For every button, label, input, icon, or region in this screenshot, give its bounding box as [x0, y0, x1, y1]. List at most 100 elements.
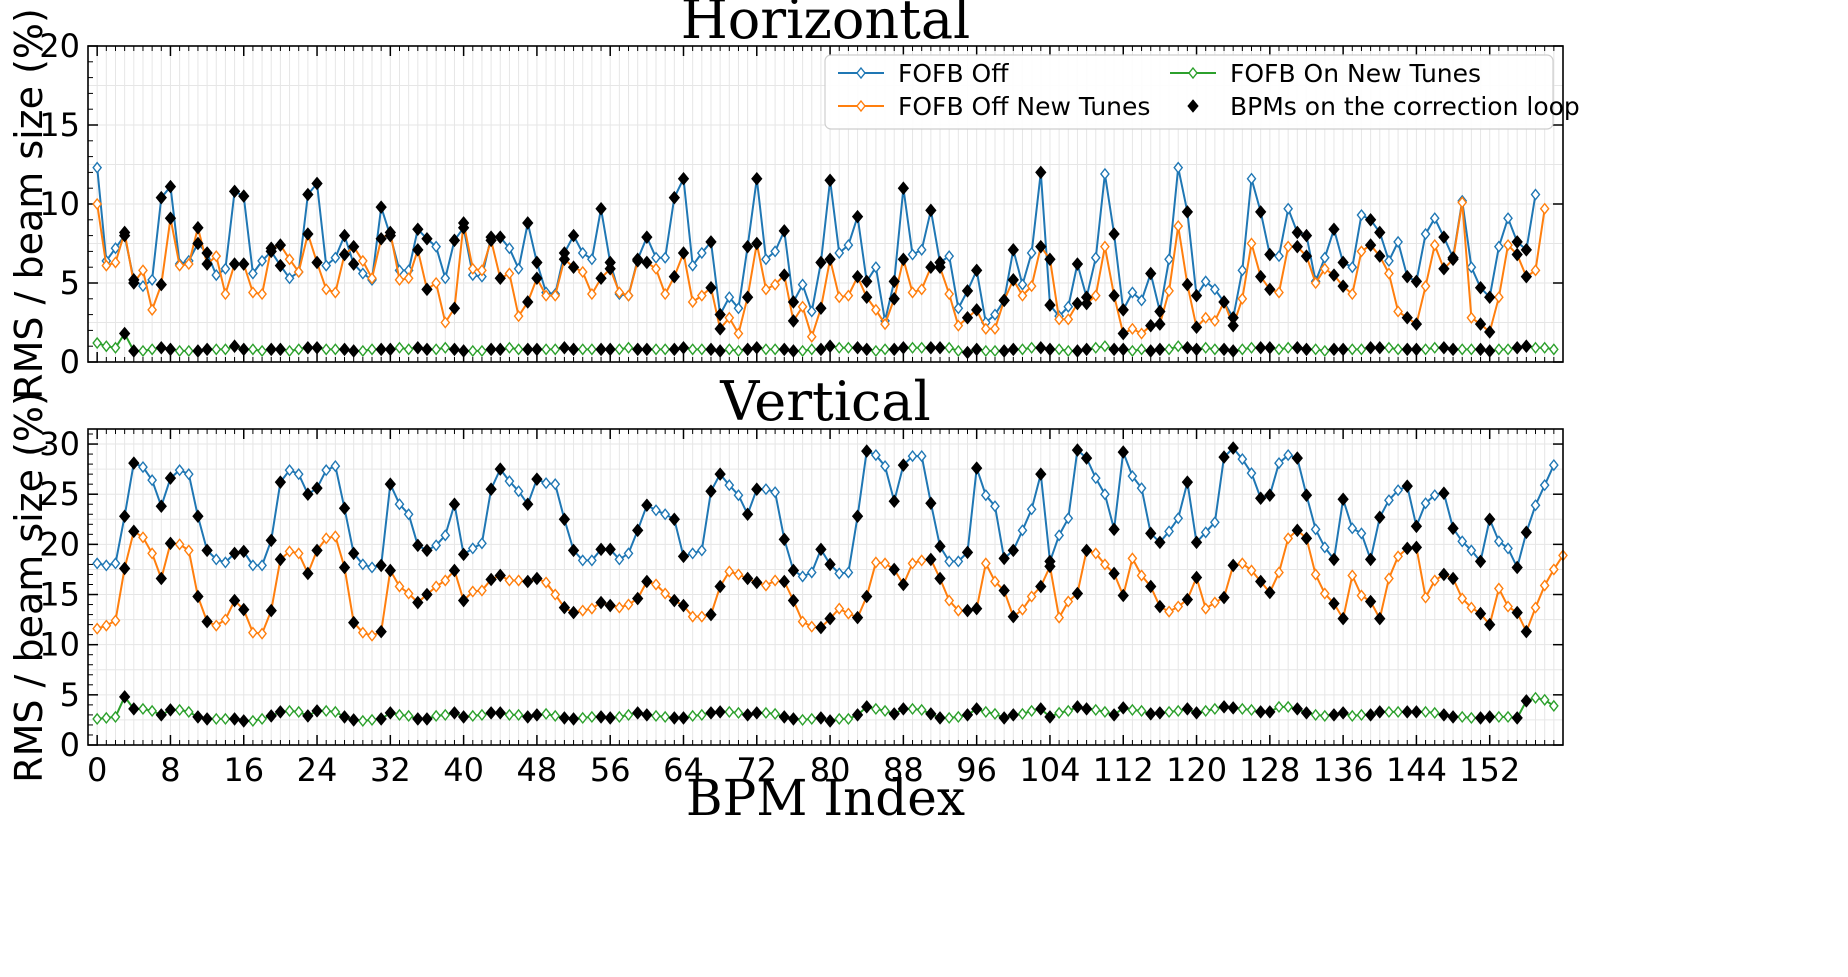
correction-loop-point	[714, 307, 726, 322]
correction-loop-point	[567, 543, 580, 558]
data-point	[834, 291, 845, 304]
correction-loop-point	[1264, 585, 1276, 600]
correction-loop-point	[778, 268, 790, 282]
data-point	[467, 709, 478, 723]
correction-loop-point	[531, 472, 543, 486]
correction-loop-point	[155, 708, 167, 722]
correction-loop-point	[375, 624, 387, 639]
correction-loop-point	[751, 340, 763, 355]
data-point	[183, 257, 194, 271]
correction-loop-point	[1007, 243, 1019, 257]
data-point	[614, 601, 625, 614]
xtick-label: 40	[443, 751, 484, 789]
data-point	[1539, 693, 1550, 706]
correction-loop-point	[751, 706, 763, 720]
correction-loop-point	[238, 544, 250, 559]
correction-loop-point	[677, 171, 690, 186]
data-point	[110, 557, 121, 570]
data-point	[1164, 284, 1174, 298]
data-point	[577, 246, 588, 260]
correction-loop-point	[1181, 340, 1194, 355]
ytick-label: 5	[60, 264, 80, 302]
correction-loop-point	[1145, 344, 1157, 358]
data-point	[733, 302, 744, 315]
data-point	[440, 272, 451, 285]
data-point	[1017, 289, 1028, 302]
data-point	[1246, 564, 1257, 577]
data-point	[101, 259, 112, 272]
data-point	[467, 344, 478, 358]
correction-loop-point	[971, 601, 983, 616]
correction-loop-point	[1154, 317, 1166, 331]
correction-loop-point	[1117, 326, 1129, 341]
correction-loop-point	[558, 512, 571, 527]
correction-loop-point	[1337, 342, 1349, 357]
xtick-label: 16	[223, 751, 264, 789]
data-point	[92, 557, 103, 570]
correction-loop-point	[1255, 205, 1267, 219]
legend-item: FOFB On New Tunes	[1170, 59, 1481, 88]
data-point	[541, 576, 551, 589]
data-point	[174, 464, 185, 477]
data-point	[1420, 591, 1431, 604]
xtick-label: 88	[883, 751, 924, 789]
data-point	[257, 254, 267, 268]
ytick-label: 15	[39, 106, 80, 144]
data-point	[513, 343, 524, 356]
data-point	[907, 702, 918, 716]
correction-loop-point	[1264, 247, 1276, 262]
correction-loop-point	[1300, 342, 1313, 357]
data-point	[953, 604, 964, 617]
data-point	[1466, 261, 1477, 274]
data-point	[513, 310, 524, 323]
correction-loop-point	[815, 711, 827, 725]
data-point	[147, 547, 158, 560]
correction-loop-point	[192, 509, 204, 524]
correction-loop-point	[641, 498, 653, 513]
correction-loop-point	[494, 706, 506, 720]
data-point	[687, 295, 698, 309]
data-point	[880, 343, 890, 356]
data-point	[147, 303, 158, 316]
correction-loop-point	[228, 712, 241, 726]
data-point	[431, 539, 442, 552]
data-point	[92, 161, 103, 174]
data-point	[394, 498, 405, 511]
data-point	[843, 238, 854, 252]
data-point	[550, 588, 561, 601]
correction-loop-point	[934, 571, 946, 586]
correction-loop-point	[751, 171, 763, 186]
correction-loop-point	[961, 310, 974, 325]
correction-loop-point	[265, 533, 277, 548]
correction-loop-point	[558, 711, 571, 725]
data-point	[651, 578, 661, 591]
data-point	[724, 311, 735, 324]
correction-loop-point	[815, 542, 827, 557]
correction-loop-point	[531, 342, 543, 357]
data-point	[403, 508, 414, 521]
data-point	[880, 317, 890, 331]
data-point	[870, 448, 881, 462]
correction-loop-point	[1117, 701, 1129, 715]
ytick-label: 0	[60, 726, 80, 764]
correction-loop-point	[778, 342, 790, 357]
correction-loop-point	[128, 344, 140, 358]
correction-loop-point	[1117, 588, 1129, 603]
correction-loop-point	[971, 263, 983, 278]
correction-loop-point	[741, 239, 754, 254]
legend-label: FOFB Off New Tunes	[898, 92, 1150, 121]
data-point	[916, 554, 927, 567]
data-point	[321, 464, 332, 477]
correction-loop-point	[1300, 488, 1313, 502]
correction-loop-point	[668, 711, 680, 725]
correction-loop-point	[961, 708, 974, 722]
data-point	[944, 250, 955, 263]
data-point	[147, 704, 158, 718]
data-point	[1237, 264, 1248, 277]
data-point	[1209, 343, 1220, 356]
data-point	[110, 710, 121, 724]
data-point	[1310, 708, 1321, 722]
correction-loop-point	[128, 702, 140, 716]
